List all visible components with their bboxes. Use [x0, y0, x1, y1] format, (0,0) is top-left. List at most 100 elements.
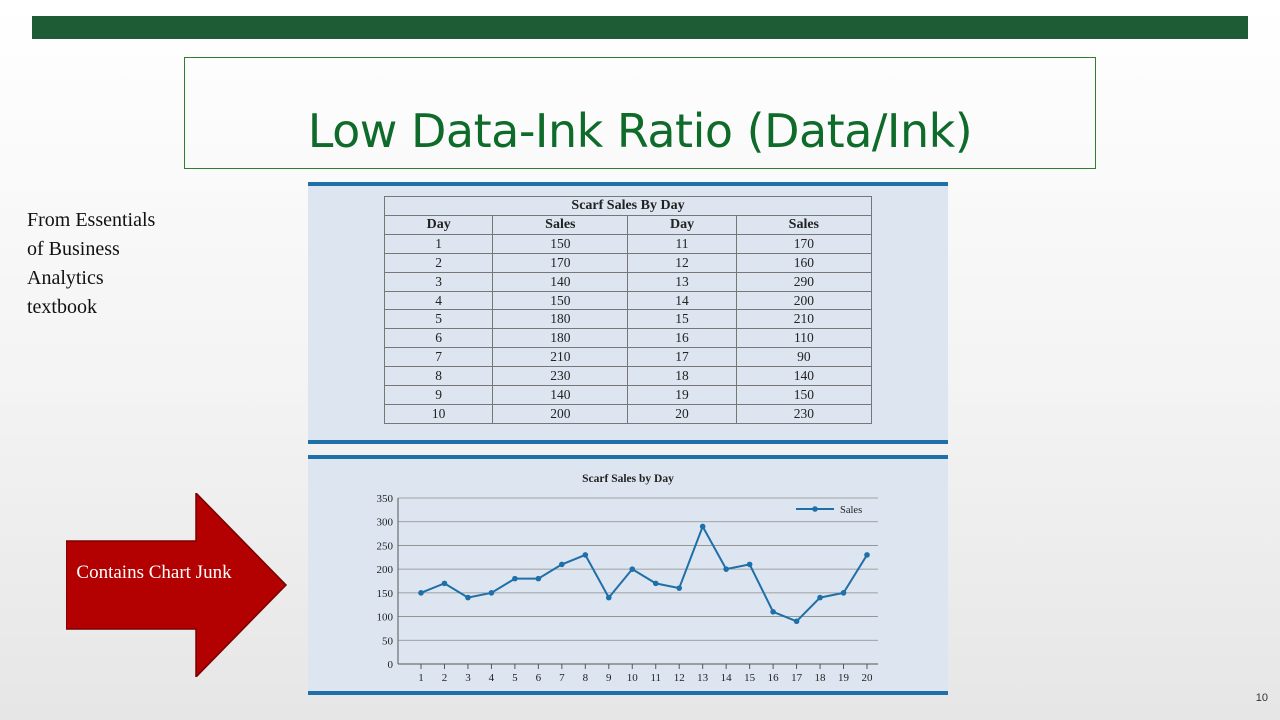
data-point	[652, 580, 659, 587]
x-tick-label: 18	[815, 672, 827, 684]
column-header: Sales	[492, 214, 629, 235]
data-point	[512, 575, 518, 582]
page-number: 10	[1255, 692, 1268, 704]
slide-title: Low Data-Ink Ratio (Data/Ink)	[307, 104, 973, 158]
table-cell: 160	[735, 252, 873, 273]
callout-label: Contains Chart Junk	[76, 562, 232, 583]
x-tick-label: 9	[606, 672, 612, 684]
table-cell: 16	[627, 328, 737, 349]
x-tick-label: 13	[697, 672, 709, 684]
table-row: 7 210 17 90	[383, 347, 873, 368]
table-cell: 9	[383, 385, 494, 405]
table-cell: 200	[492, 403, 629, 424]
table-cell: 18	[627, 366, 737, 387]
source-note: From Essentials of Business Analytics te…	[27, 209, 156, 318]
data-point	[582, 552, 589, 558]
column-header: Day	[627, 214, 737, 235]
x-tick-label: 17	[791, 672, 803, 684]
x-tick-label: 8	[583, 672, 589, 684]
table-panel: Scarf Sales By Day Day Sales Day Sales 1…	[308, 182, 948, 444]
x-tick-label: 12	[674, 672, 685, 684]
table-cell: 90	[735, 347, 873, 368]
data-point	[793, 618, 800, 625]
table-cell: 290	[735, 271, 873, 292]
data-point	[864, 552, 870, 558]
scarf-sales-table: Scarf Sales By Day Day Sales Day Sales 1…	[383, 196, 873, 424]
y-tick-label: 0	[388, 659, 394, 671]
table-cell: 11	[627, 233, 737, 254]
x-tick-label: 6	[536, 672, 542, 684]
table-cell: 17	[627, 347, 737, 368]
table-cell: 4	[383, 290, 494, 311]
x-tick-label: 15	[744, 672, 756, 684]
table-cell: 150	[492, 233, 629, 254]
table-cell: 8	[383, 366, 494, 387]
table-cell: 150	[735, 385, 873, 405]
data-point	[465, 594, 471, 601]
table-cell: 13	[627, 271, 737, 292]
legend-label: Sales	[840, 505, 862, 516]
legend-marker	[812, 506, 818, 512]
data-point	[676, 585, 683, 591]
data-point	[605, 594, 612, 601]
x-tick-label: 5	[512, 672, 518, 684]
table-cell: 170	[492, 252, 629, 273]
table-row: 9 140 19 150	[383, 385, 873, 405]
y-tick-label: 50	[382, 635, 394, 647]
table-cell: 20	[627, 403, 737, 424]
table-cell: 1	[383, 233, 494, 254]
y-tick-label: 150	[377, 588, 394, 600]
table-cell: 170	[735, 233, 873, 254]
table-title: Scarf Sales By Day	[384, 196, 872, 216]
table-row: 3 140 13 290	[383, 271, 873, 292]
table-cell: 12	[627, 252, 737, 273]
data-point	[817, 594, 823, 601]
data-point	[840, 590, 847, 596]
y-tick-label: 350	[377, 493, 394, 505]
line-chart: Scarf Sales by Day 0 50 100 150 200 250 300 350 1…	[377, 473, 878, 684]
table-cell: 230	[492, 366, 629, 387]
table-row: 4 150 14 200	[383, 290, 873, 311]
x-tick-label: 10	[627, 672, 639, 684]
chart-panel: Scarf Sales by Day 0 50 100 150 200 250 300 350 1…	[308, 455, 948, 695]
data-point	[770, 609, 776, 615]
data-point	[488, 590, 495, 596]
table-row: 10 200 20 230	[383, 403, 873, 424]
right-arrow-callout	[66, 493, 288, 677]
y-tick-label: 200	[377, 564, 394, 576]
top-accent-bar	[32, 16, 1248, 39]
y-tick-label: 250	[377, 540, 394, 552]
title-box: Low Data-Ink Ratio (Data/Ink)	[184, 57, 1096, 169]
table-header-row: Day Sales Day Sales	[383, 214, 873, 235]
data-point	[559, 561, 565, 568]
x-tick-label: 4	[489, 672, 495, 684]
table-cell: 140	[492, 271, 629, 292]
x-tick-label: 7	[559, 672, 565, 684]
column-header: Sales	[735, 214, 873, 235]
x-tick-label: 16	[768, 672, 780, 684]
table-cell: 210	[492, 347, 629, 368]
table-cell: 180	[492, 328, 629, 349]
table-row: 1 150 11 170	[383, 233, 873, 254]
x-tick-label: 11	[650, 672, 661, 684]
table-row: 6 180 16 110	[383, 328, 873, 349]
table-cell: 19	[627, 385, 737, 405]
series-line-sales	[420, 524, 868, 623]
x-tick-label: 1	[418, 672, 424, 684]
table-cell: 110	[735, 328, 873, 349]
data-point	[746, 561, 753, 568]
x-tick-label: 19	[838, 672, 850, 684]
x-tick-label: 2	[442, 672, 448, 684]
data-point	[418, 590, 424, 596]
table-cell: 140	[492, 385, 629, 405]
table-cell: 180	[492, 309, 629, 330]
table-cell: 15	[627, 309, 737, 330]
table-row: 5 180 15 210	[383, 309, 873, 330]
data-point	[699, 523, 706, 530]
table-cell: 5	[383, 309, 494, 330]
chart-title: Scarf Sales by Day	[582, 473, 674, 485]
y-tick-label: 100	[377, 612, 394, 624]
table-cell: 200	[735, 290, 873, 311]
table-cell: 7	[383, 347, 494, 368]
x-tick-label: 20	[862, 672, 874, 684]
